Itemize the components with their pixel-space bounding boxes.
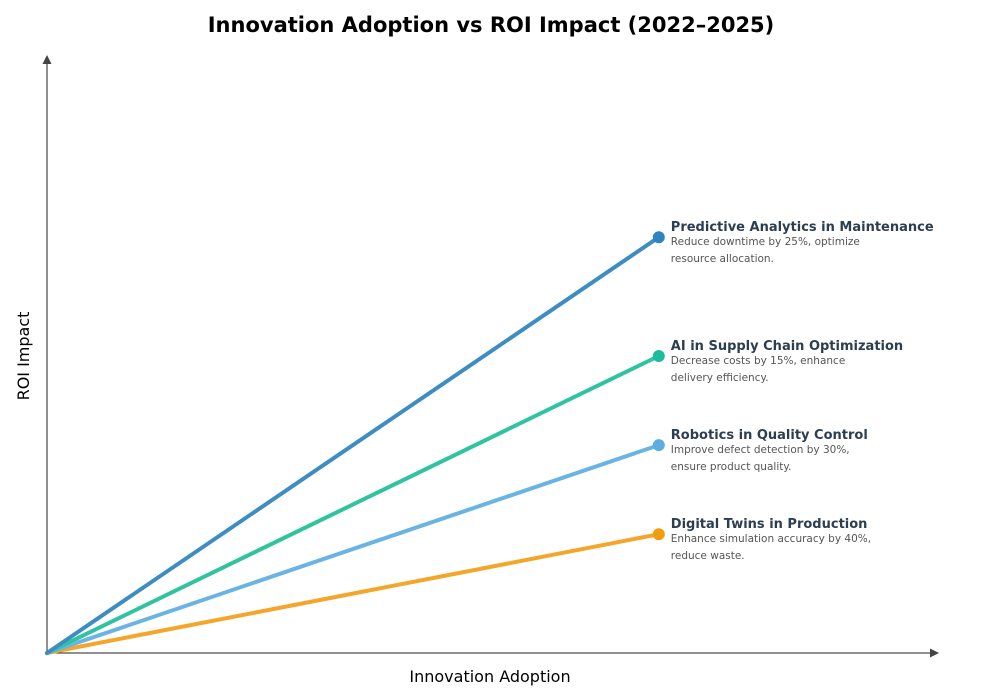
series-line bbox=[45, 532, 661, 655]
series-description: delivery efficiency. bbox=[671, 372, 769, 384]
series-description: Reduce downtime by 25%, optimize bbox=[671, 236, 860, 248]
x-axis-arrow-icon bbox=[930, 648, 939, 658]
series-label: AI in Supply Chain Optimization bbox=[671, 339, 903, 354]
series-description: Improve defect detection by 30%, bbox=[671, 444, 850, 456]
x-axis-label: Innovation Adoption bbox=[409, 667, 570, 686]
y-axis-label: ROI Impact bbox=[14, 312, 33, 401]
y-axis-arrow-icon bbox=[42, 55, 52, 64]
series-endpoint bbox=[652, 231, 665, 244]
series-line bbox=[45, 443, 661, 655]
series-label: Robotics in Quality Control bbox=[671, 428, 868, 443]
series-line bbox=[45, 354, 661, 655]
series-label: Predictive Analytics in Maintenance bbox=[671, 220, 934, 235]
series-description: resource allocation. bbox=[671, 253, 774, 265]
series-label: Digital Twins in Production bbox=[671, 517, 868, 532]
series-description: Enhance simulation accuracy by 40%, bbox=[671, 533, 871, 545]
series-endpoint bbox=[652, 439, 665, 452]
series-description: ensure product quality. bbox=[671, 461, 792, 473]
series-endpoint bbox=[652, 350, 665, 362]
chart-title: Innovation Adoption vs ROI Impact (2022–… bbox=[208, 13, 775, 37]
series-description: Decrease costs by 15%, enhance bbox=[671, 355, 845, 367]
series-endpoint bbox=[652, 528, 665, 541]
series-line bbox=[45, 235, 661, 655]
series-description: reduce waste. bbox=[671, 550, 745, 562]
